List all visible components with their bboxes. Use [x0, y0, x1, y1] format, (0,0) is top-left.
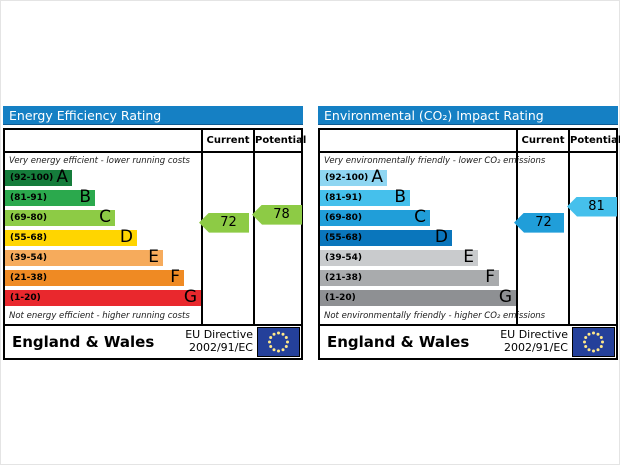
band-range-label: (21-38)	[325, 273, 363, 283]
band-letter: F	[170, 267, 180, 287]
rating-band-d: (55-68) D	[5, 227, 137, 247]
eu-directive-label: EU Directive 2002/91/EC	[500, 328, 568, 354]
rating-band-b: (81-91) B	[320, 187, 410, 207]
column-header-row: Current Potential	[320, 130, 620, 153]
band-range-label: (81-91)	[10, 193, 48, 203]
rating-scale-body: Very energy efficient - lower running co…	[5, 153, 302, 324]
bottom-caption: Not energy efficient - higher running co…	[9, 311, 190, 321]
footer-row: England & Wales EU Directive 2002/91/EC	[320, 324, 616, 358]
region-label: England & Wales	[327, 333, 470, 351]
eu-flag-icon	[572, 327, 615, 357]
band-letter: G	[498, 287, 512, 307]
region-label: England & Wales	[12, 333, 155, 351]
rating-table: Current Potential Very energy efficient …	[3, 128, 307, 360]
band-letter: D	[434, 227, 448, 247]
band-range-label: (39-54)	[325, 253, 363, 263]
rating-band-e: (39-54) E	[5, 247, 163, 267]
potential-column-header: Potential	[570, 135, 620, 146]
band-letter: F	[485, 267, 495, 287]
rating-table: Current Potential Very environmentally f…	[318, 128, 620, 360]
rating-band-d: (55-68) D	[320, 227, 452, 247]
column-divider	[568, 130, 570, 324]
rating-scale-body: Very environmentally friendly - lower CO…	[320, 153, 617, 324]
column-divider	[253, 130, 255, 324]
top-caption: Very energy efficient - lower running co…	[9, 156, 190, 166]
band-letter: D	[119, 227, 133, 247]
band-letter: C	[414, 207, 426, 227]
band-letter: C	[99, 207, 111, 227]
footer-row: England & Wales EU Directive 2002/91/EC	[5, 324, 301, 358]
chart-title-bar: Environmental (CO₂) Impact Rating	[318, 106, 618, 125]
potential-column-header: Potential	[255, 135, 307, 146]
column-divider	[201, 130, 203, 324]
bottom-caption: Not environmentally friendly - higher CO…	[324, 311, 546, 321]
chart-title: Energy Efficiency Rating	[9, 108, 162, 123]
band-range-label: (21-38)	[10, 273, 48, 283]
current-rating-arrow: 72	[199, 212, 249, 233]
rating-band-f: (21-38) F	[320, 267, 499, 287]
column-divider	[516, 130, 518, 324]
band-range-label: (81-91)	[325, 193, 363, 203]
rating-band-c: (69-80) C	[5, 207, 115, 227]
potential-rating-arrow: 78	[252, 204, 302, 225]
band-letter: A	[56, 167, 68, 187]
band-range-label: (1-20)	[10, 293, 41, 303]
chart-title: Environmental (CO₂) Impact Rating	[324, 108, 544, 123]
band-range-label: (69-80)	[325, 213, 363, 223]
band-range-label: (55-68)	[325, 233, 363, 243]
band-range-label: (55-68)	[10, 233, 48, 243]
chart-title-bar: Energy Efficiency Rating	[3, 106, 303, 125]
band-area: (92-100) A (81-91) B (69-80) C (55-68) D (39-54)…	[320, 167, 516, 310]
current-column-header: Current	[521, 135, 565, 146]
top-caption: Very environmentally friendly - lower CO…	[324, 156, 546, 166]
rating-band-g: (1-20) G	[5, 287, 201, 307]
rating-band-g: (1-20) G	[320, 287, 516, 307]
current-rating-arrow: 72	[514, 212, 564, 233]
band-range-label: (39-54)	[10, 253, 48, 263]
band-range-label: (1-20)	[325, 293, 356, 303]
rating-band-a: (92-100) A	[5, 167, 72, 187]
band-range-label: (92-100)	[325, 173, 369, 183]
rating-band-f: (21-38) F	[5, 267, 184, 287]
rating-band-b: (81-91) B	[5, 187, 95, 207]
band-area: (92-100) A (81-91) B (69-80) C (55-68) D (39-54)…	[5, 167, 201, 310]
band-letter: A	[371, 167, 383, 187]
column-header-row: Current Potential	[5, 130, 307, 153]
band-letter: E	[148, 247, 159, 267]
band-range-label: (69-80)	[10, 213, 48, 223]
rating-band-c: (69-80) C	[320, 207, 430, 227]
band-letter: B	[394, 187, 406, 207]
band-letter: E	[463, 247, 474, 267]
band-letter: B	[79, 187, 91, 207]
eu-flag-icon	[257, 327, 300, 357]
rating-band-e: (39-54) E	[320, 247, 478, 267]
eu-directive-label: EU Directive 2002/91/EC	[185, 328, 253, 354]
current-column-header: Current	[206, 135, 250, 146]
environmental-impact-chart: Environmental (CO₂) Impact Rating Curren…	[318, 106, 620, 360]
energy-efficiency-chart: Energy Efficiency Rating Current Potenti…	[3, 106, 307, 360]
band-letter: G	[183, 287, 197, 307]
rating-band-a: (92-100) A	[320, 167, 387, 187]
potential-rating-arrow: 81	[567, 196, 617, 217]
band-range-label: (92-100)	[10, 173, 54, 183]
